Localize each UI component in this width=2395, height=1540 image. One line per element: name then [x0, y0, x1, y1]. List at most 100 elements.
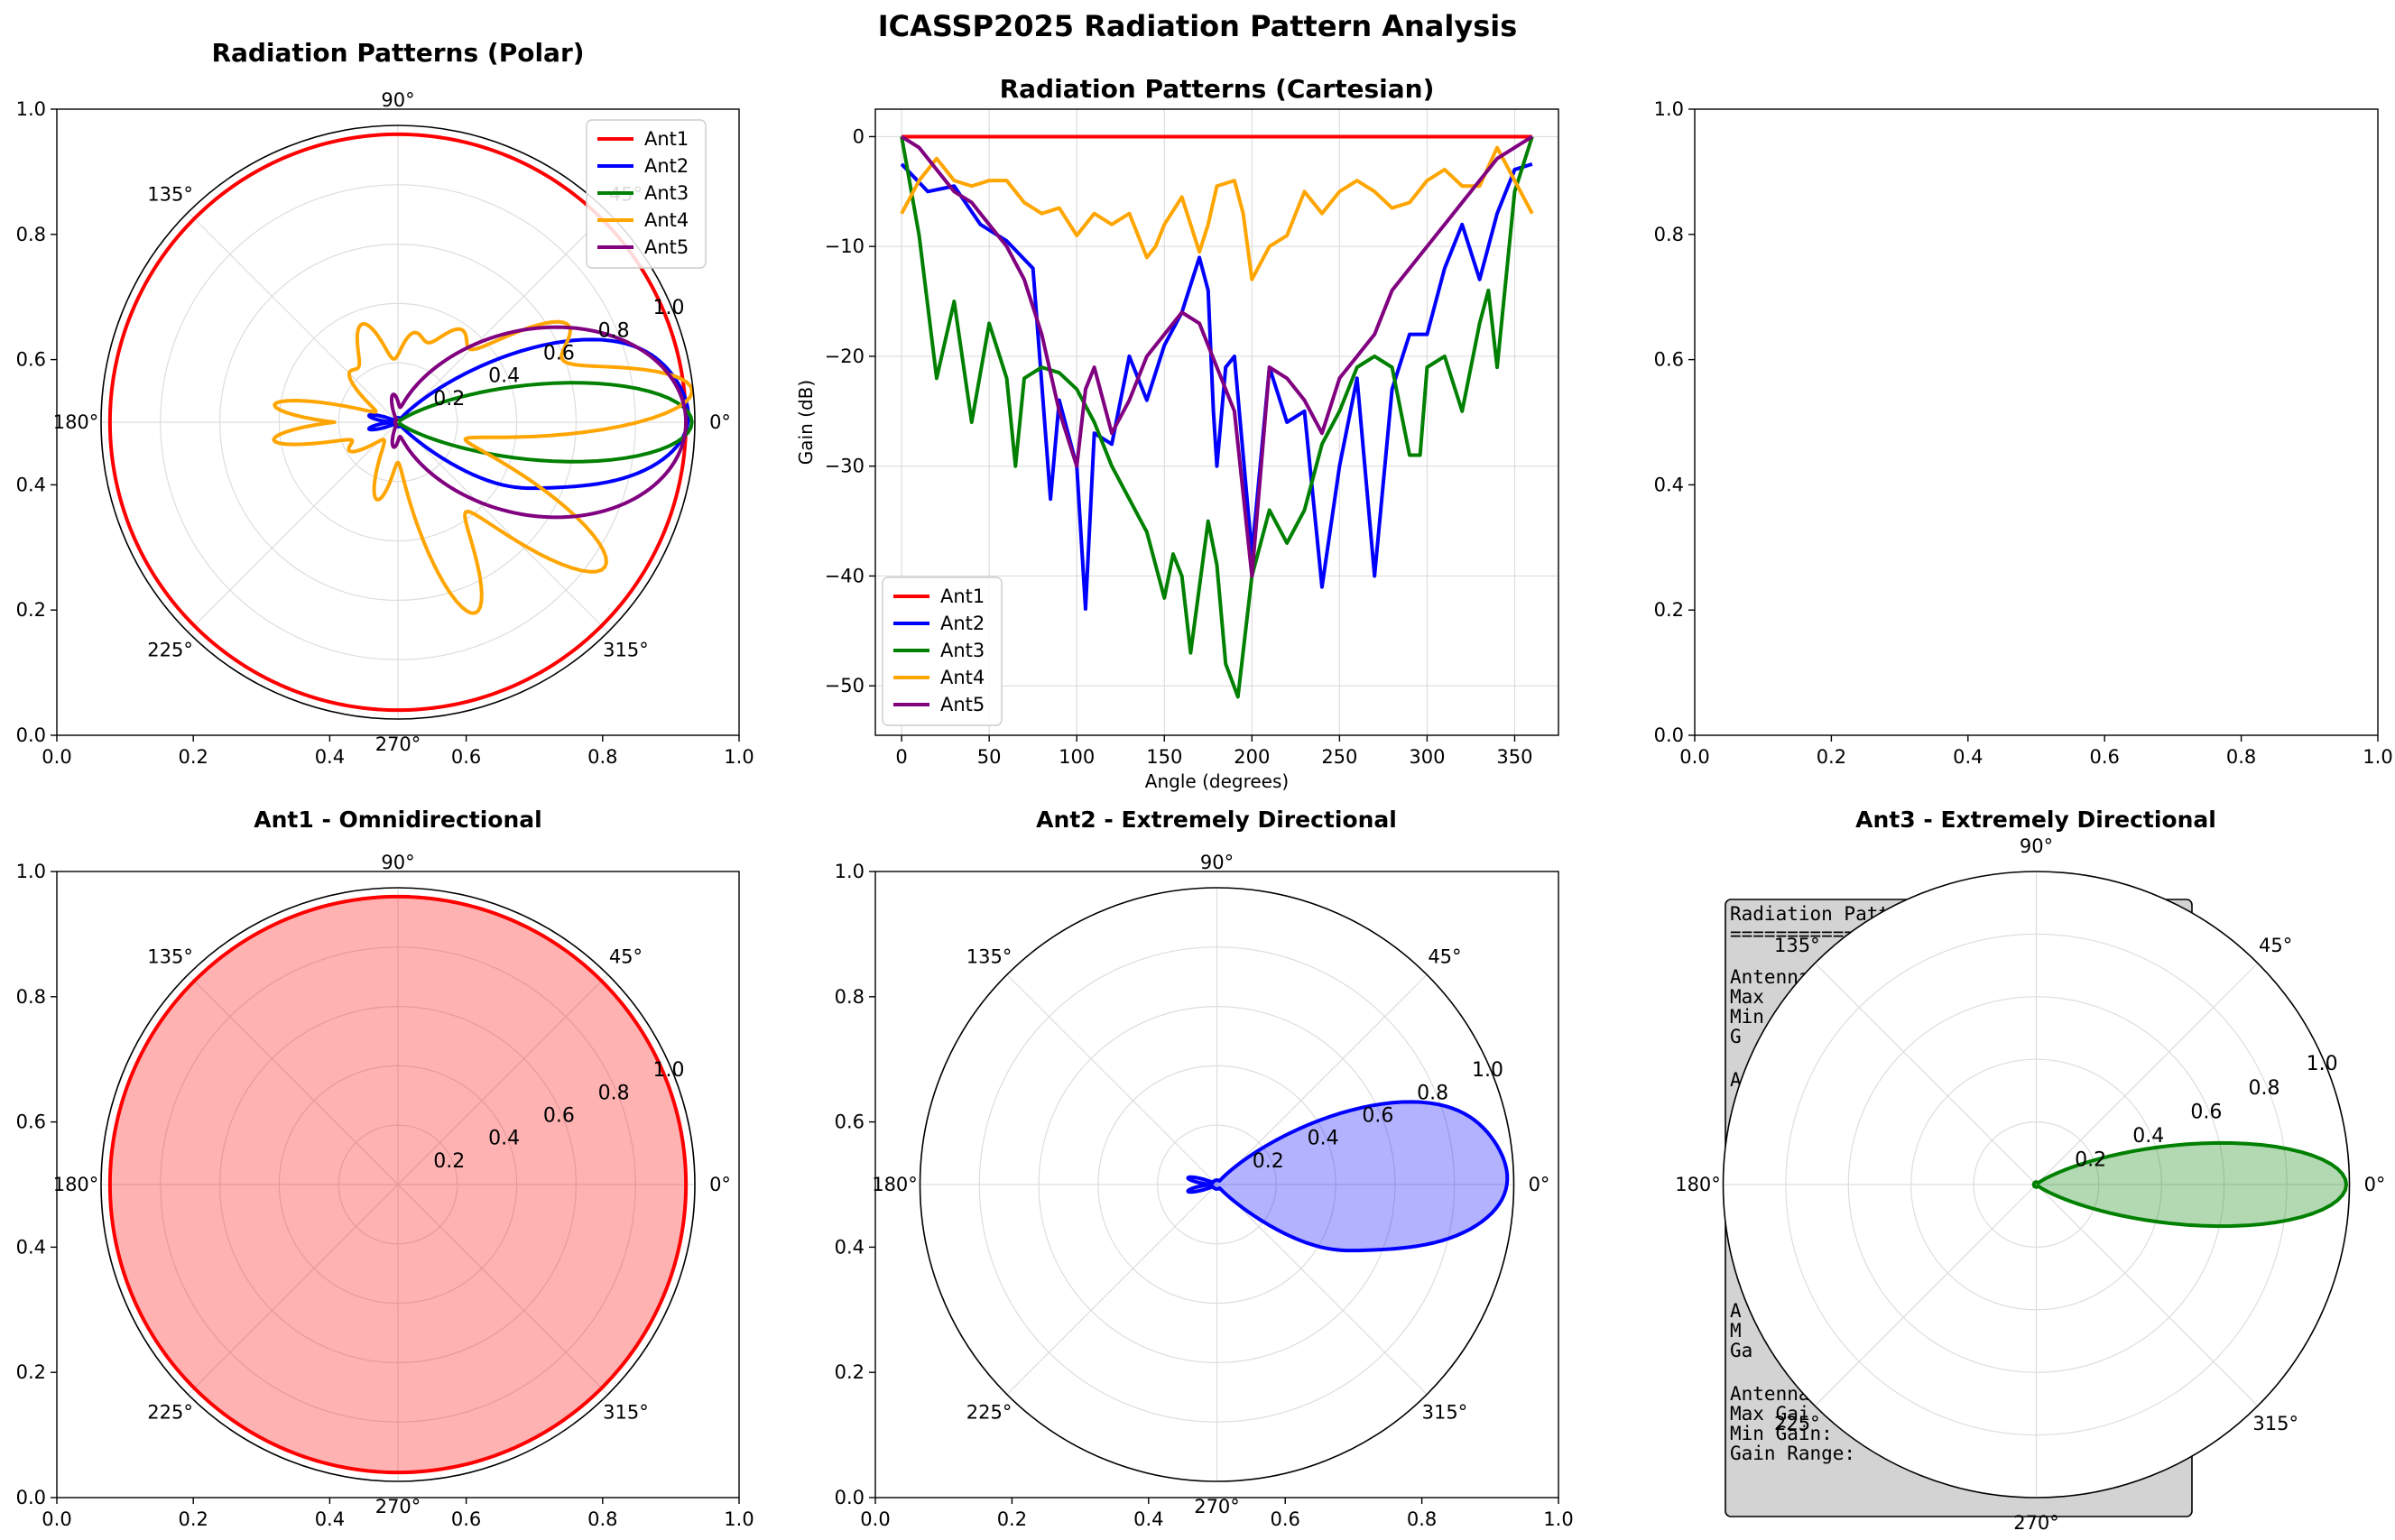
ant1-outer-ytick-label: 0.0 — [16, 1487, 46, 1508]
ant2-angular-gridline — [1216, 1184, 1428, 1396]
ant2-angle-label: 0° — [1529, 1174, 1550, 1195]
ant1-outer-frame — [56, 871, 740, 1499]
ant1-outer-xtick-label: 0.6 — [451, 1508, 481, 1530]
ant1-outer-xtick-label: 0.4 — [315, 1508, 345, 1530]
empty-panel-ytick-label: 0.2 — [1654, 599, 1684, 621]
ant1-angle-label: 180° — [53, 1174, 99, 1195]
ant2-outer-ytick-label: 0.0 — [835, 1487, 865, 1508]
ant2-radial-label: 0.2 — [1253, 1150, 1284, 1173]
ant1-outer-xtick-label: 0.2 — [178, 1508, 208, 1530]
empty-panel-xtick-label: 0.6 — [2089, 746, 2119, 768]
cartesian-ytick-label: −30 — [825, 456, 865, 477]
ant1-outer-ytick-label: 0.8 — [16, 986, 46, 1008]
ant1-outer-xtick-label: 0.0 — [42, 1508, 71, 1530]
ant3-polar-axes: 0° 45° 90° 135° 180° 225° 270° 315° 0.2 0.4 0.6 0.8… — [1675, 835, 2385, 1534]
cartesian-xtick-label: 250 — [1321, 746, 1357, 768]
ant3-series-fill-ant3 — [2033, 1142, 2347, 1227]
polar-overview-angle-label: 180° — [53, 411, 99, 433]
polar-overview-legend-label-ant2: Ant2 — [644, 155, 689, 177]
polar-overview-radial-label: 0.2 — [433, 388, 465, 410]
ant2-angular-gridline — [1006, 973, 1217, 1185]
cartesian-axes: 0 50 100 150 200 250 300 350 0 −10 −20 −30 −40 −50 — [825, 109, 1558, 768]
ant1-angle-label: 225° — [147, 1401, 193, 1423]
stats-textbox-line: Gain Range: — [1730, 1443, 1855, 1464]
ant3-title: Ant3 - Extremely Directional — [1855, 807, 2216, 833]
polar-overview-outer-axes: 0.0 0.2 0.4 0.6 0.8 1.0 0.0 0.2 0.4 0.6 0.8 1.0 — [16, 98, 754, 768]
cartesian-ytick-label: 0 — [853, 125, 865, 147]
cartesian-series-ant4 — [900, 145, 1534, 281]
stats-textbox-line: Radiation Patt — [1730, 903, 1890, 925]
ant2-outer-ytick-label: 0.6 — [835, 1111, 865, 1133]
stats-textbox-line: G — [1730, 1026, 1742, 1047]
polar-overview-legend-label-ant4: Ant4 — [644, 209, 689, 231]
empty-panel-ytick-label: 0.0 — [1654, 724, 1684, 746]
ant2-angle-label: 135° — [966, 946, 1013, 968]
ant3-angle-label: 45° — [2259, 935, 2292, 956]
ant1-angle-label: 135° — [147, 946, 193, 968]
polar-overview-radial-label: 0.6 — [543, 342, 575, 364]
polar-overview-title: Radiation Patterns (Polar) — [211, 38, 584, 68]
ant1-outer-ytick-label: 1.0 — [16, 861, 46, 882]
polar-overview-outer-xtick-label: 0.2 — [178, 746, 208, 768]
ant2-outer-ytick-label: 0.8 — [835, 986, 865, 1008]
ant3-radial-label: 0.2 — [2075, 1148, 2106, 1171]
cartesian-xtick-label: 0 — [895, 746, 907, 768]
ant1-angular-gridline — [397, 973, 609, 1185]
ant3-series-line-ant3 — [2031, 1140, 2349, 1229]
polar-overview-series-line-ant5 — [389, 325, 689, 520]
stats-textbox-line: M — [1730, 1320, 1742, 1342]
ant3-angle-label: 315° — [2252, 1413, 2298, 1434]
ant1-radial-label: 0.8 — [598, 1082, 630, 1104]
polar-overview-outer-ytick-label: 0.8 — [16, 224, 46, 245]
polar-overview-angular-gridline — [187, 211, 399, 423]
ant2-angular-gridline — [1216, 973, 1428, 1185]
cartesian-legend-label-ant5: Ant5 — [940, 694, 985, 715]
polar-overview-legend-frame — [586, 119, 707, 269]
cartesian-ytick-label: −10 — [825, 235, 865, 257]
polar-overview-outer-xtick-label: 1.0 — [724, 746, 754, 768]
ant2-outer-xtick-label: 0.4 — [1133, 1508, 1163, 1530]
polar-overview-outer-xtick-label: 0.8 — [587, 746, 617, 768]
figure-title: ICASSP2025 Radiation Pattern Analysis — [878, 9, 1518, 43]
empty-panel-ytick-label: 0.4 — [1654, 474, 1684, 495]
empty-panel-xtick-label: 0.8 — [2226, 746, 2256, 768]
cartesian-frame — [874, 108, 1559, 736]
cartesian-xtick-label: 150 — [1146, 746, 1182, 768]
ant1-angular-gridline — [187, 973, 399, 1185]
ant1-series-fill-ant1 — [109, 896, 687, 1473]
ant2-outer-xtick-label: 0.2 — [997, 1508, 1027, 1530]
ant3-angle-label: 90° — [2020, 835, 2053, 857]
polar-overview-outer-ytick-label: 1.0 — [16, 98, 46, 120]
ant2-outer-ytick-label: 0.4 — [835, 1236, 865, 1258]
ant2-outer-xtick-label: 0.8 — [1407, 1508, 1437, 1530]
polar-overview-legend-label-ant1: Ant1 — [644, 128, 689, 150]
empty-panel-xtick-label: 0.0 — [1679, 746, 1709, 768]
cartesian-ytick-label: −40 — [825, 565, 865, 586]
ant2-angle-label: 315° — [1422, 1401, 1468, 1423]
polar-overview-angle-label: 225° — [147, 639, 193, 660]
ant3-angular-gridline — [1814, 1184, 2037, 1406]
ant2-outer-ytick-label: 0.2 — [835, 1361, 865, 1383]
polar-overview-outer-xtick-label: 0.0 — [42, 746, 71, 768]
ant2-outer-ytick-label: 1.0 — [835, 861, 865, 882]
polar-overview-angle-label: 90° — [381, 89, 414, 111]
ant1-radial-label: 1.0 — [652, 1059, 684, 1082]
ant1-angle-label: 45° — [609, 946, 643, 968]
ant1-title: Ant1 - Omnidirectional — [254, 807, 541, 833]
cartesian-xtick-label: 50 — [977, 746, 1002, 768]
ant1-series-line-ant1 — [107, 894, 689, 1475]
ant2-angle-label: 45° — [1428, 946, 1461, 968]
empty-panel-xtick-label: 1.0 — [2363, 746, 2392, 768]
polar-overview-radial-label: 0.4 — [488, 365, 520, 388]
ant2-angle-label: 270° — [1194, 1496, 1240, 1517]
empty-panel-ytick-label: 0.8 — [1654, 224, 1684, 245]
cartesian-title: Radiation Patterns (Cartesian) — [1000, 74, 1435, 104]
stats-textbox-line: Min Gain: — [1730, 1423, 1833, 1444]
ant3-angle-label: 135° — [1774, 935, 1820, 956]
ant1-angle-label: 270° — [375, 1496, 421, 1517]
ant3-radial-label: 0.6 — [2190, 1101, 2222, 1123]
ant3-angle-label: 180° — [1675, 1174, 1721, 1195]
ant2-radial-label: 0.4 — [1308, 1128, 1339, 1150]
ant1-angular-gridline — [187, 1184, 399, 1396]
